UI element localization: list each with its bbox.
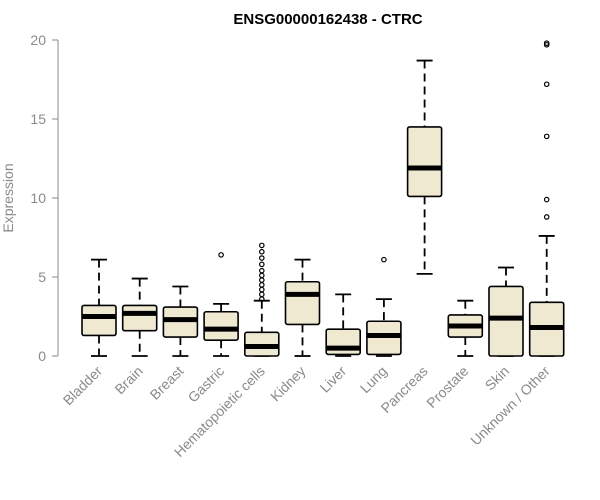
box-prostate: [447, 299, 484, 357]
chart-title: ENSG00000162438 - CTRC: [233, 11, 422, 28]
x-tick-label: Breast: [147, 363, 187, 403]
box-gastric: [203, 252, 239, 357]
outlier-point: [258, 267, 265, 274]
outlier-point: [543, 214, 550, 220]
x-tick-label: Bladder: [60, 363, 106, 409]
box-iqr: [406, 126, 443, 198]
outlier-point: [543, 40, 550, 46]
x-tick-label: Skin: [482, 363, 513, 394]
outlier-point: [543, 133, 550, 140]
box-hematopoietic-cells: [244, 242, 280, 357]
box-iqr: [121, 304, 158, 332]
outlier-point: [258, 248, 265, 255]
outlier-point: [258, 272, 265, 279]
outlier-point: [258, 261, 265, 268]
y-tick-label: 15: [30, 111, 46, 127]
y-tick-label: 20: [30, 32, 46, 48]
y-tick-label: 5: [38, 269, 46, 285]
box-iqr: [81, 304, 117, 337]
outlier-point: [218, 252, 224, 258]
y-tick-label: 0: [38, 348, 46, 364]
box-iqr: [325, 328, 362, 356]
y-axis-label: Expression: [0, 163, 16, 232]
x-tick-label: Prostate: [423, 363, 471, 411]
box-liver: [325, 293, 362, 357]
x-tick-label: Liver: [317, 363, 350, 396]
x-tick-label: Kidney: [267, 363, 309, 405]
box-bladder: [81, 258, 117, 357]
y-axis: 0 5 10 15 20: [30, 32, 59, 364]
outlier-point: [258, 282, 265, 288]
box-lung: [366, 256, 402, 357]
outlier-point: [258, 286, 265, 293]
x-tick-label: Lung: [357, 363, 390, 396]
outlier-point: [258, 255, 265, 261]
box-kidney: [284, 258, 321, 357]
y-tick-label: 10: [30, 190, 46, 206]
box-iqr: [203, 310, 239, 342]
outlier-point: [543, 196, 550, 203]
outlier-point: [543, 81, 550, 88]
box-unknown-other: [528, 40, 565, 357]
outlier-point: [381, 256, 387, 263]
box-iqr: [284, 280, 321, 326]
box-iqr: [488, 285, 524, 357]
box-brain: [121, 277, 158, 357]
outlier-point: [258, 277, 265, 283]
outlier-point: [258, 291, 265, 298]
box-pancreas: [406, 59, 443, 275]
boxes-group: [81, 40, 565, 357]
box-breast: [162, 285, 199, 357]
x-tick-label: Brain: [111, 363, 145, 397]
box-skin: [488, 266, 524, 357]
outlier-point: [258, 242, 265, 249]
